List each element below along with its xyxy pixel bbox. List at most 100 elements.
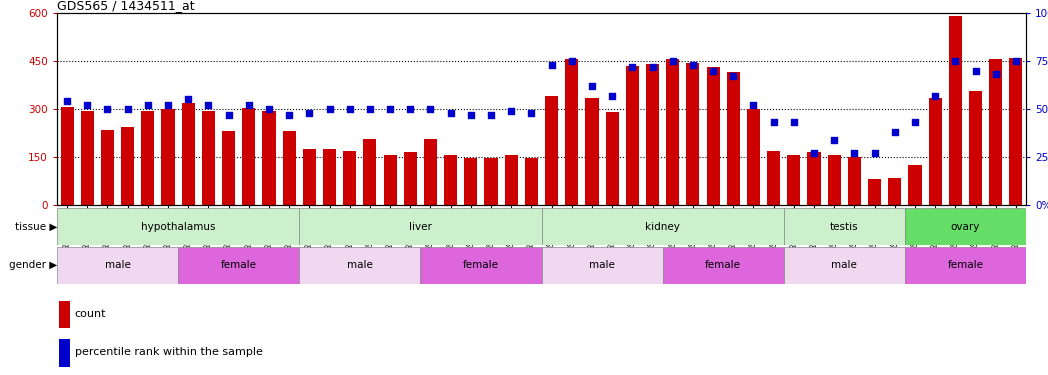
Point [381,106,398,112]
Point [564,58,581,64]
Text: male: male [347,261,373,270]
Bar [542,247,662,284]
Text: percentile rank within the sample: percentile rank within the sample [74,347,262,357]
Point [926,93,943,99]
Text: male: male [105,261,131,270]
Bar [403,152,417,205]
Bar [161,109,175,205]
Point [200,102,217,108]
Bar [889,178,901,205]
Point [664,58,681,64]
Text: female: female [947,261,983,270]
Bar [81,111,94,205]
Point [240,102,257,108]
Bar [626,66,639,205]
Bar [686,63,699,205]
Text: male: male [831,261,857,270]
Point [967,68,984,74]
Point [100,106,116,112]
Bar [848,157,861,205]
Text: hypothalamus: hypothalamus [140,222,216,231]
Point [887,129,903,135]
Bar [726,72,740,205]
Point [604,93,620,99]
Text: GDS565 / 1434511_at: GDS565 / 1434511_at [57,0,195,12]
Bar [303,149,315,205]
Bar [423,140,437,205]
Bar [1009,58,1023,205]
Bar [747,109,760,205]
Point [543,62,560,68]
Text: testis: testis [830,222,858,231]
Bar [464,158,478,205]
Bar [444,155,457,205]
Bar [909,165,921,205]
Bar [784,208,904,245]
Text: female: female [705,261,741,270]
Bar [542,208,784,245]
Bar [61,107,73,205]
Text: female: female [221,261,257,270]
Text: gender ▶: gender ▶ [8,261,57,270]
Point [745,102,762,108]
Bar [904,208,1026,245]
Bar [505,155,518,205]
Text: ovary: ovary [951,222,980,231]
Bar [57,208,300,245]
Point [281,112,298,118]
Point [342,106,358,112]
Point [139,102,156,108]
Text: kidney: kidney [646,222,680,231]
Bar [364,140,376,205]
Point [462,112,479,118]
Bar [300,208,542,245]
Bar [807,152,821,205]
Point [119,106,136,112]
Point [907,120,923,126]
Bar [969,92,982,205]
Bar [586,98,598,205]
Bar [420,247,542,284]
Bar [706,68,720,205]
Bar [202,111,215,205]
Text: male: male [589,261,615,270]
Point [704,68,721,74]
Bar [646,64,659,205]
Point [684,62,701,68]
Text: tissue ▶: tissue ▶ [15,222,57,231]
Bar [384,155,396,205]
Bar [904,247,1026,284]
Bar [787,155,801,205]
Point [503,108,520,114]
Bar [784,247,904,284]
Bar [323,149,336,205]
Point [362,106,378,112]
Bar [59,301,70,328]
Point [301,110,318,116]
Bar [828,155,840,205]
Bar [767,151,780,205]
Point [826,137,843,143]
Point [220,112,237,118]
Text: count: count [74,309,106,319]
Bar [484,158,498,205]
Point [765,120,782,126]
Point [1007,58,1024,64]
Point [806,150,823,156]
Point [584,83,601,89]
Bar [545,96,559,205]
Point [79,102,95,108]
Bar [667,59,679,205]
Bar [989,59,1002,205]
Bar [948,16,962,205]
Bar [565,59,578,205]
Bar [343,151,356,205]
Bar [59,339,70,366]
Point [867,150,883,156]
Point [624,64,640,70]
Bar [525,158,538,205]
Point [180,96,197,102]
Point [846,150,863,156]
Point [159,102,176,108]
Bar [283,131,296,205]
